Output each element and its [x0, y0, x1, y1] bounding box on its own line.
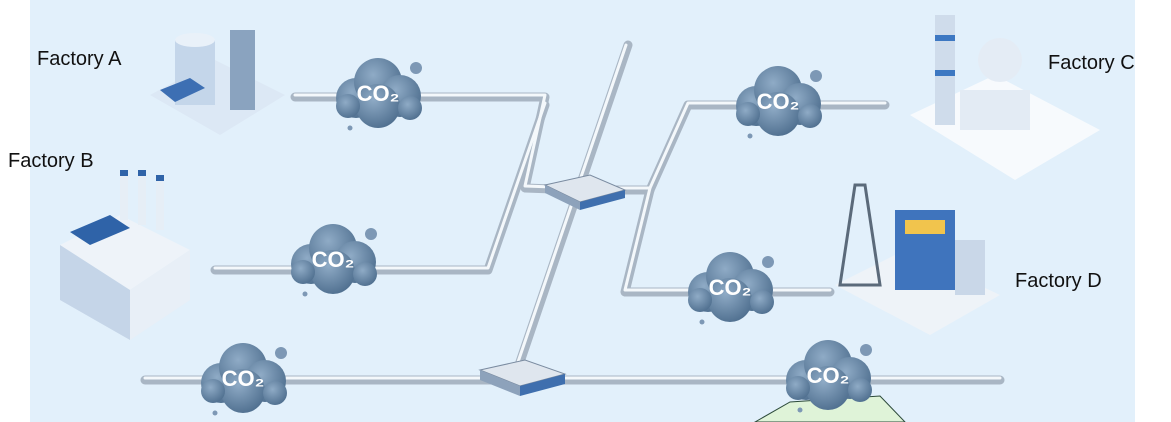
cloud-puff — [336, 94, 360, 118]
cloud-bubble — [302, 291, 308, 297]
cloud-bubble — [365, 228, 377, 240]
factory-c-icon — [910, 15, 1100, 180]
cloud-puff — [201, 379, 225, 403]
co2-cloud: CO₂ — [291, 224, 377, 297]
cloud-bubble — [762, 256, 774, 268]
cloud-puff — [708, 278, 752, 322]
cloud-label: CO₂ — [757, 89, 800, 114]
cloud-label: CO₂ — [312, 247, 355, 272]
cloud-bubble — [212, 410, 218, 416]
cloud-bubble — [410, 62, 422, 74]
co2-cloud: CO₂ — [688, 252, 774, 325]
co2-cloud: CO₂ — [336, 58, 422, 131]
cloud-label: CO₂ — [222, 366, 265, 391]
hub — [478, 359, 567, 396]
cloud-puff — [736, 102, 760, 126]
cloud-bubble — [275, 347, 287, 359]
cloud-label: CO₂ — [807, 363, 850, 388]
factory-label: Factory D — [1015, 270, 1102, 292]
cloud-puff — [806, 366, 850, 410]
co2-cloud: CO₂ — [736, 66, 822, 139]
factory-b-icon — [60, 170, 190, 340]
cloud-puff — [756, 92, 800, 136]
cloud-puff — [848, 378, 872, 402]
cloud-puff — [688, 288, 712, 312]
cloud-puff — [798, 104, 822, 128]
clouds: CO₂ CO₂ CO₂ CO₂ CO₂ CO₂ — [201, 58, 872, 416]
factory-d-icon — [835, 183, 1000, 335]
cloud-puff — [291, 260, 315, 284]
co2-cloud: CO₂ — [201, 343, 287, 416]
cloud-bubble — [810, 70, 822, 82]
cloud-bubble — [347, 125, 353, 131]
factory-label: Factory A — [37, 48, 122, 70]
cloud-bubble — [797, 407, 803, 413]
cloud-label: CO₂ — [357, 81, 400, 106]
cloud-puff — [750, 290, 774, 314]
co2-cloud: CO₂ — [786, 340, 872, 413]
cloud-puff — [221, 369, 265, 413]
cloud-label: CO₂ — [709, 275, 752, 300]
cloud-bubble — [747, 133, 753, 139]
factory-label: Factory C — [1048, 52, 1135, 74]
factory-label: Factory B — [8, 150, 94, 172]
cloud-puff — [353, 262, 377, 286]
hub — [543, 174, 627, 210]
cloud-puff — [398, 96, 422, 120]
cloud-puff — [356, 84, 400, 128]
cloud-puff — [263, 381, 287, 405]
factory-a-icon — [150, 30, 285, 135]
cloud-bubble — [860, 344, 872, 356]
cloud-bubble — [699, 319, 705, 325]
cloud-puff — [786, 376, 810, 400]
cloud-puff — [311, 250, 355, 294]
